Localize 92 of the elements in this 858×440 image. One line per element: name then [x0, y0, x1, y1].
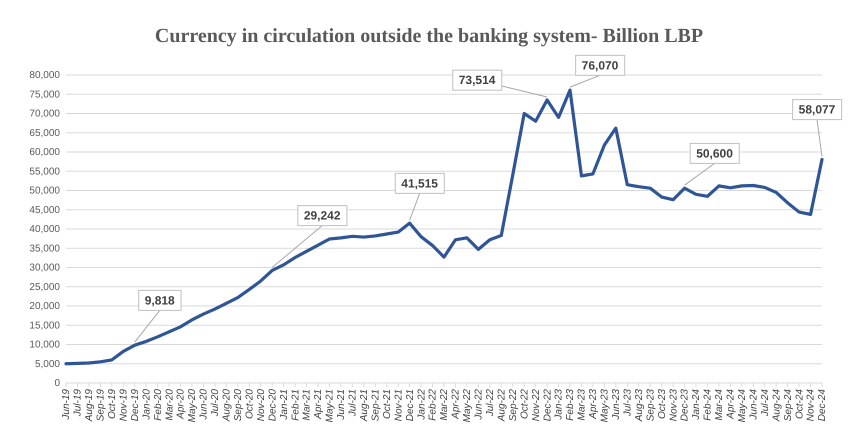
x-tick-label: Oct-19 — [107, 388, 118, 420]
x-tick-label: Sep-23 — [645, 388, 656, 422]
x-tick-label: Oct-21 — [382, 389, 393, 420]
data-label: 41,515 — [401, 176, 438, 190]
y-tick-label: 60,000 — [29, 147, 60, 158]
y-tick-label: 55,000 — [29, 166, 60, 178]
x-tick-label: Aug-20 — [222, 388, 233, 422]
x-tick-label: Oct-23 — [656, 388, 668, 420]
x-tick-label: May-23 — [600, 388, 611, 422]
x-tick-label: Jan-20 — [141, 388, 152, 421]
y-tick-label: 75,000 — [29, 89, 60, 100]
x-tick-label: Aug-24 — [771, 388, 782, 422]
x-tick-label: Sep-21 — [370, 389, 382, 422]
data-label: 29,242 — [304, 208, 341, 223]
y-tick-label: 70,000 — [29, 108, 60, 120]
x-tick-label: Jun-22 — [474, 388, 485, 421]
x-tick-label: Jul-23 — [622, 388, 634, 418]
x-tick-label: Dec-21 — [404, 389, 416, 422]
x-tick-label: Apr-22 — [450, 388, 462, 420]
x-tick-label: Jan-23 — [554, 388, 565, 421]
data-label: 73,514 — [458, 73, 496, 88]
x-tick-label: May-20 — [187, 388, 198, 422]
x-tick-label: Mar-24 — [714, 388, 726, 420]
x-tick-label: Oct-24 — [794, 388, 806, 420]
x-tick-label: Dec-22 — [542, 388, 554, 422]
x-tick-label: Jun-21 — [336, 389, 348, 421]
x-tick-label: Sep-24 — [782, 388, 794, 422]
x-tick-label: Nov-20 — [256, 388, 267, 422]
x-tick-label: Jan-21 — [278, 389, 290, 421]
x-tick-label: Sep-20 — [233, 388, 244, 422]
x-tick-label: Aug-23 — [634, 388, 645, 422]
x-tick-label: Jun-23 — [611, 388, 622, 421]
x-tick-label: Feb-22 — [428, 388, 439, 421]
x-tick-label: Apr-23 — [588, 388, 600, 420]
y-tick-label: 0 — [54, 378, 60, 390]
x-tick-label: Dec-20 — [267, 388, 278, 422]
data-label: 9,818 — [144, 293, 176, 308]
x-tick-label: May-21 — [324, 389, 336, 422]
x-tick-label: Sep-22 — [508, 388, 519, 422]
x-tick-label: Jan-22 — [416, 388, 428, 421]
data-label: 58,077 — [798, 102, 836, 117]
x-tick-label: Sep-19 — [96, 388, 107, 422]
x-tick-label: Feb-23 — [565, 388, 576, 421]
x-tick-label: Jul-20 — [210, 388, 222, 418]
x-tick-label: Mar-22 — [439, 388, 450, 420]
y-tick-label: 45,000 — [29, 204, 60, 216]
x-tick-label: Dec-24 — [817, 388, 828, 422]
x-tick-label: Dec-19 — [130, 388, 141, 422]
x-tick-label: Nov-22 — [530, 388, 542, 422]
x-tick-label: Mar-23 — [576, 388, 588, 420]
y-tick-label: 80,000 — [29, 70, 60, 82]
y-tick-label: 40,000 — [29, 224, 60, 236]
x-tick-label: May-22 — [462, 388, 474, 422]
x-tick-label: Jun-24 — [748, 388, 760, 421]
data-label: 50,600 — [696, 146, 734, 160]
x-tick-label: Nov-24 — [806, 388, 817, 422]
x-tick-label: Jun-20 — [198, 388, 210, 421]
y-tick-label: 50,000 — [29, 186, 60, 197]
x-tick-label: Jul-19 — [72, 388, 84, 418]
x-tick-label: Oct-22 — [519, 388, 530, 420]
x-tick-label: Apr-21 — [313, 389, 324, 420]
x-tick-label: May-24 — [737, 388, 748, 422]
x-tick-label: Apr-20 — [176, 388, 187, 420]
y-tick-label: 30,000 — [29, 262, 60, 274]
x-tick-label: Jun-19 — [61, 388, 72, 421]
x-tick-label: Aug-21 — [359, 389, 370, 422]
x-tick-label: Feb-21 — [290, 389, 302, 421]
x-tick-label: Jan-24 — [691, 388, 702, 421]
x-tick-label: Jul-24 — [760, 388, 771, 418]
y-tick-label: 5,000 — [34, 358, 60, 370]
x-tick-label: Nov-21 — [393, 389, 404, 422]
y-tick-label: 65,000 — [29, 128, 60, 139]
x-tick-label: Aug-19 — [84, 388, 96, 422]
y-tick-label: 25,000 — [29, 282, 60, 293]
x-tick-label: Feb-20 — [152, 388, 164, 421]
x-tick-label: Dec-23 — [680, 388, 691, 422]
x-tick-label: Nov-19 — [118, 388, 130, 422]
x-tick-label: Mar-20 — [164, 388, 176, 420]
x-tick-label: Apr-24 — [726, 388, 737, 420]
x-tick-label: Jul-22 — [485, 388, 496, 418]
y-tick-label: 35,000 — [29, 243, 60, 254]
x-tick-label: Jul-21 — [348, 389, 359, 418]
chart-title: Currency in circulation outside the banking system- Billion LBP — [154, 25, 704, 47]
x-tick-label: Mar-21 — [302, 389, 313, 420]
y-tick-label: 20,000 — [29, 301, 60, 312]
x-tick-label: Feb-24 — [702, 388, 714, 421]
y-tick-label: 15,000 — [29, 320, 60, 332]
data-label: 76,070 — [582, 58, 619, 72]
x-tick-label: Aug-22 — [496, 388, 508, 422]
x-tick-label: Nov-23 — [668, 388, 680, 422]
y-tick-label: 10,000 — [29, 340, 60, 351]
x-tick-label: Oct-20 — [244, 388, 256, 420]
